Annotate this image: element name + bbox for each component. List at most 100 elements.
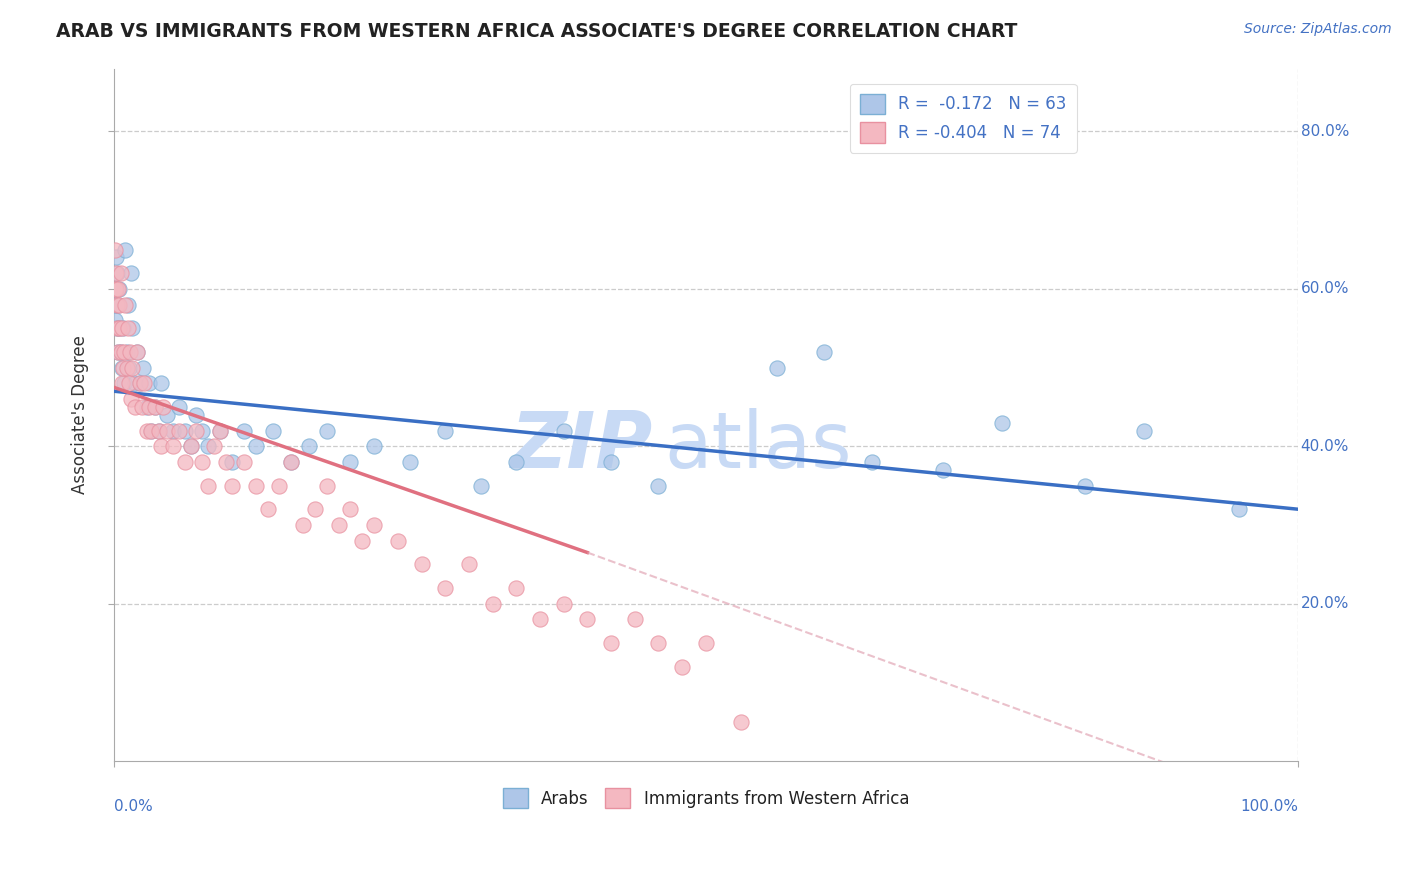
Point — [107, 298, 129, 312]
Point — [470, 478, 492, 492]
Point — [120, 392, 142, 406]
Point — [115, 344, 138, 359]
Point — [695, 636, 717, 650]
Point — [280, 455, 302, 469]
Point — [105, 321, 128, 335]
Point — [124, 376, 146, 391]
Point — [105, 321, 128, 335]
Point — [1074, 478, 1097, 492]
Point — [104, 266, 127, 280]
Point — [114, 298, 136, 312]
Point — [132, 360, 155, 375]
Text: 0.0%: 0.0% — [114, 799, 152, 814]
Point — [121, 360, 143, 375]
Point — [1133, 424, 1156, 438]
Point — [135, 400, 157, 414]
Point — [110, 344, 132, 359]
Point — [191, 455, 214, 469]
Point — [186, 424, 208, 438]
Point — [600, 636, 623, 650]
Point — [118, 376, 141, 391]
Point — [167, 424, 190, 438]
Text: 100.0%: 100.0% — [1240, 799, 1298, 814]
Point — [766, 360, 789, 375]
Point — [114, 243, 136, 257]
Point — [232, 455, 254, 469]
Point — [135, 424, 157, 438]
Point — [112, 376, 135, 391]
Point — [298, 439, 321, 453]
Point — [162, 424, 184, 438]
Point — [120, 266, 142, 280]
Point — [143, 400, 166, 414]
Point — [128, 376, 150, 391]
Point — [363, 439, 385, 453]
Point — [269, 478, 291, 492]
Point — [339, 455, 361, 469]
Point — [505, 581, 527, 595]
Point — [156, 408, 179, 422]
Point — [108, 321, 131, 335]
Point — [304, 502, 326, 516]
Point — [143, 400, 166, 414]
Text: 20.0%: 20.0% — [1301, 596, 1348, 611]
Point — [202, 439, 225, 453]
Point — [209, 424, 232, 438]
Text: Source: ZipAtlas.com: Source: ZipAtlas.com — [1244, 22, 1392, 37]
Point — [111, 360, 134, 375]
Point — [932, 463, 955, 477]
Point — [245, 478, 267, 492]
Point — [671, 659, 693, 673]
Point — [458, 558, 481, 572]
Point — [162, 439, 184, 453]
Point — [1227, 502, 1250, 516]
Point — [111, 360, 134, 375]
Point — [104, 282, 127, 296]
Point — [120, 344, 142, 359]
Legend: Arabs, Immigrants from Western Africa: Arabs, Immigrants from Western Africa — [496, 781, 915, 815]
Point — [860, 455, 883, 469]
Point — [124, 400, 146, 414]
Point — [108, 321, 131, 335]
Point — [110, 344, 132, 359]
Point — [180, 439, 202, 453]
Point — [104, 251, 127, 265]
Point — [315, 478, 337, 492]
Point — [112, 344, 135, 359]
Point — [148, 424, 170, 438]
Point — [647, 478, 669, 492]
Point — [107, 282, 129, 296]
Point — [149, 439, 172, 453]
Point — [398, 455, 420, 469]
Point — [481, 597, 503, 611]
Point — [529, 612, 551, 626]
Point — [173, 455, 195, 469]
Point — [245, 439, 267, 453]
Point — [134, 376, 156, 391]
Point — [111, 321, 134, 335]
Point — [363, 518, 385, 533]
Point — [623, 612, 645, 626]
Point — [128, 376, 150, 391]
Point — [118, 360, 141, 375]
Point — [505, 455, 527, 469]
Point — [111, 376, 134, 391]
Point — [138, 400, 160, 414]
Point — [186, 408, 208, 422]
Point — [576, 612, 599, 626]
Point — [156, 424, 179, 438]
Point — [197, 478, 219, 492]
Point — [434, 424, 457, 438]
Point — [148, 424, 170, 438]
Point — [328, 518, 350, 533]
Point — [138, 376, 160, 391]
Point — [117, 321, 139, 335]
Point — [180, 439, 202, 453]
Point — [215, 455, 238, 469]
Point — [339, 502, 361, 516]
Point — [730, 714, 752, 729]
Point — [553, 597, 575, 611]
Text: 40.0%: 40.0% — [1301, 439, 1348, 454]
Point — [117, 298, 139, 312]
Point — [292, 518, 315, 533]
